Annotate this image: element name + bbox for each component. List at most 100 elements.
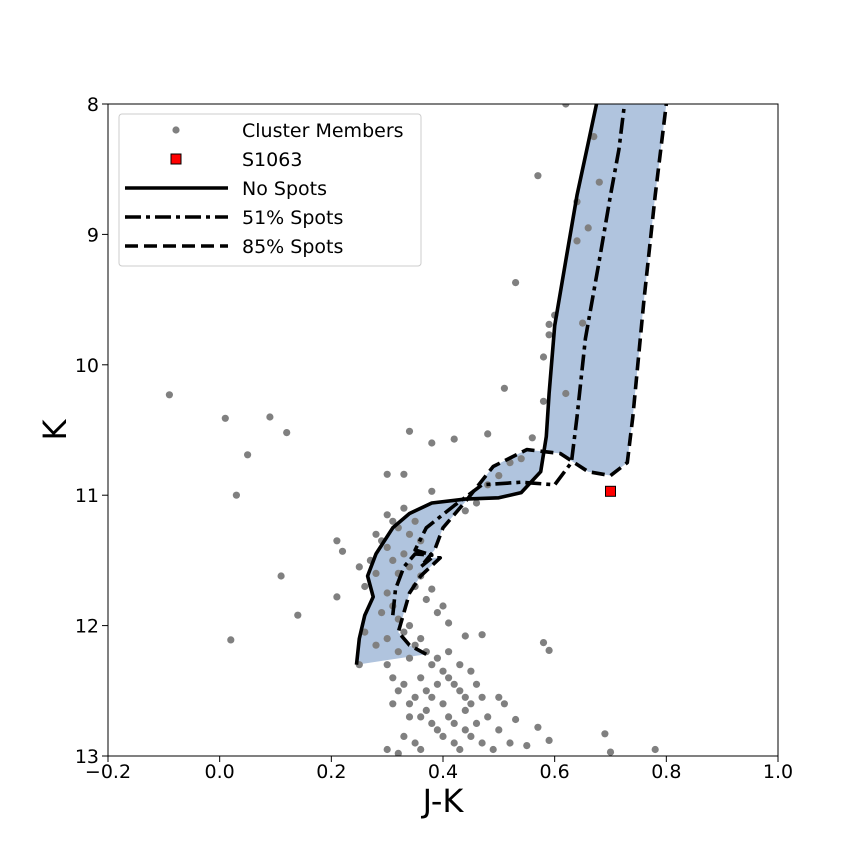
member-point-127 <box>534 723 542 731</box>
member-point-36 <box>539 397 548 405</box>
isochrone-line-3 <box>396 104 669 656</box>
member-point-2 <box>266 413 274 421</box>
member-point-42 <box>562 104 570 108</box>
member-point-9 <box>333 537 341 545</box>
member-point-120 <box>439 700 447 708</box>
member-point-29 <box>495 472 503 480</box>
y-tick-label-1: 9 <box>87 224 99 246</box>
member-point-137 <box>405 654 414 662</box>
member-point-115 <box>411 739 419 747</box>
y-tick-label-4: 12 <box>75 616 99 638</box>
member-point-70 <box>439 602 447 610</box>
legend-label-1: S1063 <box>242 149 302 171</box>
member-point-117 <box>400 732 408 741</box>
member-point-41 <box>562 389 570 398</box>
member-point-4 <box>244 451 252 459</box>
member-point-68 <box>428 585 436 593</box>
member-point-81 <box>433 654 441 662</box>
member-point-60 <box>383 543 391 552</box>
member-point-38 <box>545 320 553 328</box>
member-point-108 <box>495 726 503 734</box>
member-point-63 <box>400 550 408 558</box>
plot-area <box>165 104 669 756</box>
member-point-31 <box>517 455 525 463</box>
member-point-90 <box>394 687 402 695</box>
member-point-23 <box>428 487 436 495</box>
s1063-marker <box>605 485 616 497</box>
member-point-84 <box>450 680 458 688</box>
member-point-134 <box>378 609 386 617</box>
x-tick-label-1: 0.0 <box>205 761 235 783</box>
member-point-88 <box>383 661 391 669</box>
y-tick-label-5: 13 <box>75 746 99 768</box>
member-point-94 <box>417 713 425 721</box>
member-point-96 <box>428 719 436 728</box>
legend-marker-s1063 <box>170 153 182 165</box>
legend: Cluster Members S1063 No Spots 51% Spots 85%… <box>118 113 422 267</box>
member-point-124 <box>478 693 486 701</box>
x-tick-label-0: −0.2 <box>85 761 131 783</box>
member-point-57 <box>405 530 414 538</box>
member-point-11 <box>333 593 341 601</box>
member-point-89 <box>389 674 397 682</box>
member-point-142 <box>456 661 464 669</box>
member-point-24 <box>450 435 458 443</box>
member-point-126 <box>523 742 531 750</box>
member-point-46 <box>584 224 592 232</box>
member-point-18 <box>372 530 380 538</box>
member-point-87 <box>467 700 475 708</box>
member-point-122 <box>461 706 469 715</box>
member-point-97 <box>433 726 441 734</box>
y-tick-label-2: 10 <box>75 355 99 377</box>
y-axis-title: K <box>36 418 74 440</box>
member-point-12 <box>355 563 363 571</box>
member-point-77 <box>411 641 419 649</box>
legend-label-0: Cluster Members <box>242 120 404 142</box>
member-point-76 <box>405 622 414 630</box>
member-point-98 <box>439 732 447 741</box>
member-point-119 <box>428 693 436 701</box>
member-point-100 <box>450 739 458 747</box>
member-point-91 <box>400 680 408 688</box>
member-point-109 <box>500 700 508 708</box>
member-point-52 <box>461 632 469 640</box>
member-point-67 <box>422 595 430 604</box>
member-point-72 <box>383 589 391 597</box>
member-point-101 <box>456 745 464 754</box>
member-point-107 <box>489 745 497 754</box>
member-point-102 <box>461 726 469 734</box>
y-tick-label-0: 8 <box>87 94 99 116</box>
member-point-80 <box>428 661 436 669</box>
member-point-61 <box>389 556 397 565</box>
member-point-27 <box>472 499 481 507</box>
member-point-25 <box>484 430 492 438</box>
member-point-14 <box>361 582 369 591</box>
member-point-85 <box>456 687 464 695</box>
member-point-1 <box>221 414 229 422</box>
member-point-0 <box>165 391 173 399</box>
member-point-93 <box>411 693 419 701</box>
member-point-39 <box>545 331 553 339</box>
member-point-133 <box>372 569 380 578</box>
member-point-112 <box>383 745 391 754</box>
isochrone-line-2 <box>391 104 627 616</box>
member-point-75 <box>400 628 408 636</box>
x-tick-label-6: 1.0 <box>763 761 793 783</box>
member-point-17 <box>372 641 380 649</box>
member-point-138 <box>417 674 425 682</box>
x-tick-label-2: 0.2 <box>316 761 346 783</box>
member-point-125 <box>495 693 503 701</box>
member-point-113 <box>394 749 402 756</box>
x-axis-title: J-K <box>421 782 465 820</box>
legend-label-3: 51% Spots <box>242 207 343 229</box>
member-point-56 <box>400 504 408 512</box>
member-point-5 <box>232 491 240 499</box>
member-point-43 <box>573 237 581 245</box>
member-point-83 <box>445 674 453 682</box>
member-point-86 <box>461 693 469 701</box>
isochrone-line-1 <box>354 104 599 665</box>
member-point-32 <box>528 434 536 442</box>
legend-box <box>118 113 422 267</box>
member-point-45 <box>579 319 587 327</box>
member-point-21 <box>405 427 414 435</box>
